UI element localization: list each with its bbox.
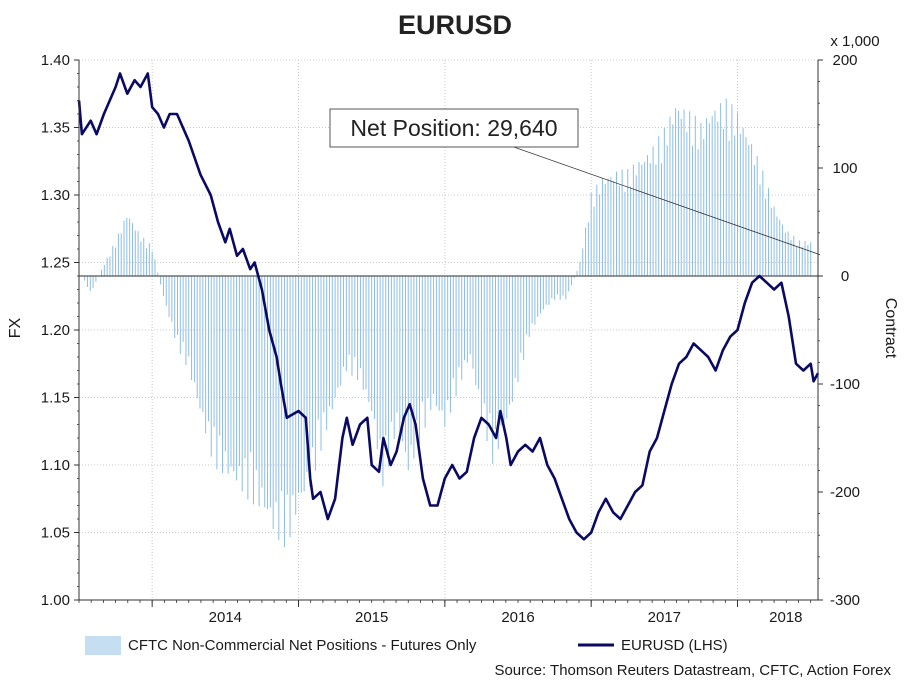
left-tick-label: 1.25 xyxy=(41,255,70,272)
legend-label-eurusd: EURUSD (LHS) xyxy=(621,637,728,654)
right-tick-label: -100 xyxy=(830,376,860,393)
right-tick-label: -300 xyxy=(830,592,860,609)
right-tick-label: 100 xyxy=(832,160,857,177)
x-tick-label: 2016 xyxy=(501,609,534,626)
right-tick-label: 0 xyxy=(841,268,849,285)
x-tick-label: 2017 xyxy=(648,609,681,626)
annotation-text: Net Position: 29,640 xyxy=(350,115,557,141)
chart-title: EURUSD xyxy=(398,10,512,40)
left-tick-label: 1.00 xyxy=(41,592,70,609)
x-tick-label: 2018 xyxy=(769,609,802,626)
left-tick-label: 1.30 xyxy=(41,187,70,204)
right-axis-ticks: -300 -200 -100 0 100 200 xyxy=(818,52,860,609)
legend-bar-swatch xyxy=(85,636,121,655)
eurusd-line xyxy=(77,72,820,541)
left-tick-label: 1.05 xyxy=(41,525,70,542)
right-tick-label: 200 xyxy=(832,52,857,69)
legend-label-net-positions: CFTC Non-Commercial Net Positions - Futu… xyxy=(128,637,477,654)
left-tick-label: 1.10 xyxy=(41,457,70,474)
left-axis-ticks: 1.00 1.05 1.10 1.15 1.20 1.25 1.30 1.35 1.40 xyxy=(41,52,79,609)
right-axis-label: Contract xyxy=(882,298,899,359)
x-tick-label: 2014 xyxy=(209,609,242,626)
left-tick-label: 1.35 xyxy=(41,120,70,137)
x-tick-label: 2015 xyxy=(355,609,388,626)
right-axis-multiplier: x 1,000 xyxy=(830,33,879,50)
left-tick-label: 1.40 xyxy=(41,52,70,69)
right-tick-label: -200 xyxy=(830,484,860,501)
left-axis-label: FX xyxy=(7,317,24,338)
net-position-bars xyxy=(78,98,812,548)
x-axis-ticks: 2014 2015 2016 2017 2018 xyxy=(78,600,812,626)
left-tick-label: 1.15 xyxy=(41,390,70,407)
legend: CFTC Non-Commercial Net Positions - Futu… xyxy=(85,636,728,655)
left-tick-label: 1.20 xyxy=(41,322,70,339)
annotation-leader-line xyxy=(507,144,819,255)
annotation-box xyxy=(329,108,579,148)
annotation: Net Position: 29,640 xyxy=(329,108,819,255)
source-note: Source: Thomson Reuters Datastream, CFTC… xyxy=(494,662,891,679)
